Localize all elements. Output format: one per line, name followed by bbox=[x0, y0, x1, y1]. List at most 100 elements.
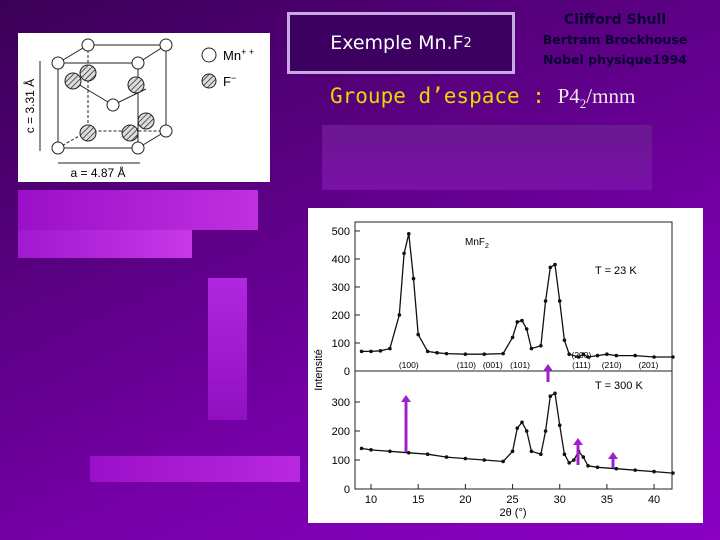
data-point bbox=[553, 262, 557, 267]
decor-box bbox=[18, 230, 192, 258]
data-point bbox=[501, 459, 505, 464]
arrow-head bbox=[401, 395, 411, 402]
data-point bbox=[524, 429, 529, 433]
data-point bbox=[435, 350, 439, 355]
title: Exemple Mn.F bbox=[330, 32, 464, 54]
data-point bbox=[510, 335, 515, 340]
x-tick-label: 40 bbox=[648, 494, 660, 506]
data-point bbox=[529, 449, 534, 454]
decor-box bbox=[18, 190, 258, 230]
data-point bbox=[572, 458, 576, 462]
x-tick-label: 35 bbox=[601, 494, 613, 506]
data-point bbox=[543, 429, 548, 433]
data-point bbox=[605, 352, 609, 356]
data-point bbox=[576, 355, 581, 359]
reflection-label: (200) bbox=[572, 350, 592, 360]
data-point bbox=[652, 355, 656, 359]
data-point bbox=[614, 466, 619, 471]
legend-label: F− bbox=[223, 73, 236, 89]
temperature-label: T = 23 K bbox=[595, 265, 637, 277]
space-group-rest: /mnm bbox=[586, 84, 636, 108]
a-label: a = 4.87 Å bbox=[70, 165, 125, 180]
y-tick-label: 200 bbox=[332, 310, 350, 322]
arrow-head bbox=[543, 364, 553, 371]
data-point bbox=[614, 353, 619, 358]
data-point bbox=[388, 449, 392, 454]
data-point bbox=[671, 471, 675, 475]
reflection-label: (210) bbox=[602, 360, 622, 370]
data-point bbox=[515, 426, 520, 430]
data-point bbox=[425, 452, 430, 457]
x-tick-label: 10 bbox=[365, 494, 377, 506]
reflection-label: (110) bbox=[457, 360, 476, 370]
data-point bbox=[581, 455, 586, 459]
space-group-subscript: 2 bbox=[579, 96, 587, 112]
data-point bbox=[548, 265, 553, 270]
data-point bbox=[595, 465, 600, 470]
data-point bbox=[482, 458, 487, 462]
compound-label: MnF2 bbox=[465, 237, 489, 250]
data-point bbox=[359, 349, 364, 354]
data-point bbox=[411, 276, 416, 281]
credit-line: Bertram Brockhouse bbox=[542, 32, 688, 47]
credits: Clifford Shull Bertram Brockhouse Nobel … bbox=[530, 10, 700, 70]
data-point bbox=[520, 420, 524, 425]
data-point bbox=[482, 352, 487, 356]
y-tick-label: 400 bbox=[332, 254, 350, 266]
credit-line: Nobel physique1994 bbox=[543, 52, 687, 67]
data-point bbox=[369, 448, 373, 452]
data-point bbox=[581, 352, 586, 356]
data-point bbox=[586, 355, 590, 359]
data-point bbox=[524, 327, 529, 331]
legend-charge: − bbox=[231, 73, 236, 83]
data-point bbox=[543, 299, 548, 303]
data-point bbox=[416, 332, 421, 337]
y-tick-label: 500 bbox=[332, 226, 350, 238]
decor-box bbox=[90, 456, 300, 482]
reflection-label: (100) bbox=[399, 360, 419, 370]
space-group-label: Groupe d’espace : bbox=[330, 84, 545, 108]
compound-subscript: 2 bbox=[485, 243, 489, 250]
x-tick-label: 20 bbox=[459, 494, 471, 506]
reflection-label: (101) bbox=[510, 360, 530, 370]
legend-symbol: F bbox=[223, 74, 231, 89]
data-point bbox=[402, 251, 406, 256]
data-point bbox=[520, 318, 524, 323]
data-point bbox=[529, 346, 534, 351]
credit-line: Clifford Shull bbox=[563, 12, 667, 28]
data-point bbox=[553, 391, 557, 396]
title-subscript: 2 bbox=[463, 35, 472, 51]
reflection-label: (001) bbox=[483, 360, 503, 370]
data-point bbox=[595, 353, 600, 358]
data-point bbox=[567, 461, 571, 465]
data-point bbox=[671, 355, 675, 359]
data-point bbox=[444, 455, 449, 459]
space-group: Groupe d’espace : P42/mnm bbox=[330, 84, 635, 112]
data-point bbox=[425, 349, 430, 354]
legend-symbol: Mn bbox=[223, 48, 241, 63]
data-point bbox=[567, 352, 571, 356]
data-point bbox=[406, 450, 411, 455]
data-point bbox=[378, 349, 383, 353]
y-tick-label: 0 bbox=[344, 484, 350, 496]
decor-box bbox=[208, 278, 247, 420]
structure-figure: Mn+ + F− c = 3.31 Å a = 4.87 Å bbox=[18, 33, 270, 182]
legend-label: Mn+ + bbox=[223, 47, 254, 63]
reflection-label: (201) bbox=[638, 360, 658, 370]
data-point bbox=[515, 320, 520, 324]
data-point bbox=[444, 351, 449, 356]
data-point bbox=[539, 452, 543, 457]
arrow-head bbox=[573, 438, 583, 445]
reflection-label: (111) bbox=[572, 360, 591, 370]
x-tick-label: 25 bbox=[506, 494, 518, 506]
title-box: Exemple Mn.F 2 bbox=[287, 12, 515, 74]
data-point bbox=[557, 299, 562, 303]
data-point bbox=[406, 231, 411, 236]
y-tick-label: 300 bbox=[332, 397, 350, 409]
data-point bbox=[501, 351, 505, 356]
data-point bbox=[510, 449, 515, 454]
y-tick-label: 0 bbox=[344, 366, 350, 378]
data-point bbox=[633, 353, 638, 358]
data-point bbox=[562, 452, 567, 457]
